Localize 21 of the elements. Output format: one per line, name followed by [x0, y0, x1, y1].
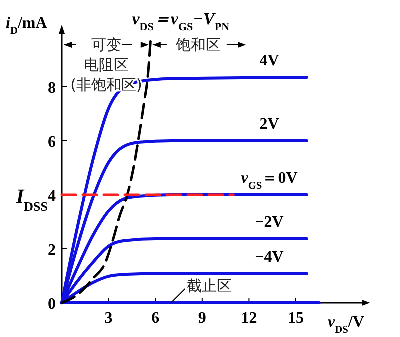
x-tick-label: 3: [104, 310, 113, 327]
series-label: −2V: [255, 214, 284, 232]
y-tick-label: 8: [48, 80, 56, 97]
x-tick-label: 12: [241, 310, 258, 327]
series-label: 4V: [260, 52, 280, 70]
series-label: v$_{DS}$＝v$_{GS}$−V$_{PN}$: [132, 9, 230, 34]
series-label: v$_{GS}$＝0V: [241, 170, 298, 192]
x-tick-label: 9: [198, 310, 206, 327]
x-tick-label: 6: [152, 310, 160, 327]
x-axis-title: v$_{DS}$/V: [328, 314, 365, 336]
y-axis-title: i$_{D}$/mA: [6, 15, 48, 36]
annotation: 截止区: [187, 277, 232, 295]
series-label: 2V: [260, 116, 280, 133]
y-tick-label: 6: [48, 134, 56, 151]
annotation: 饱和区: [175, 36, 221, 54]
series-label: −4V: [255, 248, 284, 266]
series-label: I$_{DSS}$: [15, 186, 48, 214]
y-tick-label: 4: [48, 188, 56, 205]
x-tick-label: 15: [288, 310, 304, 327]
y-tick-label: 2: [48, 242, 56, 259]
y-tick-label: 0: [48, 296, 56, 313]
